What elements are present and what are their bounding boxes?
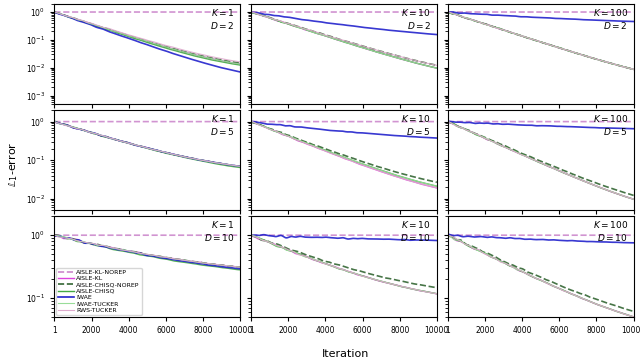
- Text: $D=10$: $D=10$: [204, 232, 234, 244]
- Text: $K=10$: $K=10$: [401, 7, 431, 17]
- Text: $D=10$: $D=10$: [401, 232, 431, 244]
- Text: $\mathbb{L}_1$-error: $\mathbb{L}_1$-error: [8, 141, 20, 187]
- Text: $D=2$: $D=2$: [604, 20, 628, 31]
- Legend: AISLE-KL-NOREP, AISLE-KL, AISLE-CHISQ-NOREP, AISLE-CHISQ, IWAE, IWAE-TUCKER, RWS: AISLE-KL-NOREP, AISLE-KL, AISLE-CHISQ-NO…: [56, 268, 141, 315]
- Text: Iteration: Iteration: [322, 349, 369, 359]
- Text: $D=2$: $D=2$: [406, 20, 431, 31]
- Text: $D=2$: $D=2$: [210, 20, 234, 31]
- Text: $K=100$: $K=100$: [593, 7, 628, 17]
- Text: $D=10$: $D=10$: [597, 232, 628, 244]
- Text: $D=5$: $D=5$: [406, 126, 431, 137]
- Text: $K=10$: $K=10$: [401, 219, 431, 230]
- Text: $K=100$: $K=100$: [593, 219, 628, 230]
- Text: $K=100$: $K=100$: [593, 113, 628, 124]
- Text: $D=5$: $D=5$: [209, 126, 234, 137]
- Text: $K=1$: $K=1$: [211, 219, 234, 230]
- Text: $K=10$: $K=10$: [401, 113, 431, 124]
- Text: $K=1$: $K=1$: [211, 113, 234, 124]
- Text: $D=5$: $D=5$: [603, 126, 628, 137]
- Text: $K=1$: $K=1$: [211, 7, 234, 17]
